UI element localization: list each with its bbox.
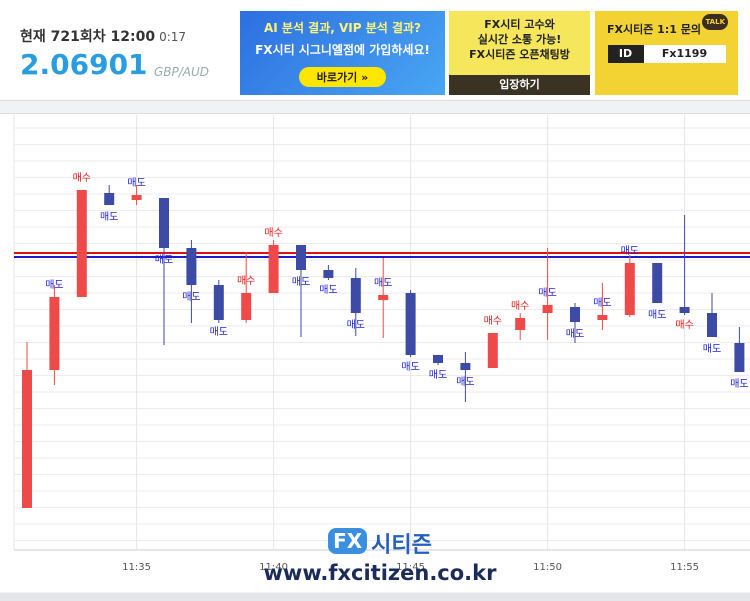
banner-button[interactable]: 바로가기 » (298, 67, 387, 87)
banner-text: AI 분석 결과, VIP 분석 결과? (263, 21, 422, 35)
footer-bar (0, 593, 750, 601)
candle-body (460, 363, 471, 370)
round-text: 현재 721회차 12:00 (20, 29, 156, 45)
signal-label: 매수 (237, 275, 255, 287)
x-tick-label: 11:50 (533, 562, 562, 573)
pair: GBP/AUD (154, 65, 210, 79)
talk-badge: TALK (702, 14, 728, 30)
candle-body (186, 248, 197, 285)
banner-text: FX시티 시그니엘점에 가입하세요! (255, 43, 430, 57)
candle-body (679, 307, 690, 313)
candle-body (597, 315, 608, 320)
price: 2.06901 (20, 48, 148, 81)
signal-label: 매도 (292, 276, 310, 288)
watermark: FX 시티즌 www.fxcitizen.co.kr (240, 527, 520, 585)
candle-body (268, 245, 279, 293)
candle-body (570, 307, 580, 322)
candle-body (131, 195, 142, 200)
candle-body (624, 263, 635, 315)
banner-text: 실시간 소통 가능! (477, 33, 562, 46)
signal-label: 매도 (538, 287, 556, 299)
signal-label: 매수 (73, 172, 91, 184)
id-value: Fx1199 (643, 45, 726, 63)
candle-body (707, 313, 717, 337)
signal-label: 매도 (566, 328, 584, 340)
signal-label: 매도 (374, 277, 392, 289)
candle-body (433, 355, 443, 363)
watermark-logo: FX (328, 527, 368, 554)
signal-label: 매도 (45, 279, 63, 291)
signal-label: 매도 (127, 177, 145, 189)
signal-label: 매도 (456, 376, 474, 388)
x-tick-label: 11:40 (259, 562, 288, 573)
candle-body (350, 278, 361, 313)
signal-label: 매도 (648, 309, 666, 321)
candle-body (159, 198, 169, 248)
signal-label: 매수 (511, 300, 529, 312)
signal-label: 매도 (347, 319, 365, 331)
candle-body (49, 297, 60, 370)
candle-body (241, 293, 252, 320)
banner-text: FX시티즌 오픈채팅방 (469, 48, 570, 61)
signal-label: 매도 (155, 254, 173, 266)
chart-box (0, 113, 750, 592)
banner[interactable]: FX시티 고수와 실시간 소통 가능! FX시티즌 오픈채팅방 입장하기 (449, 11, 590, 95)
candle-body (542, 305, 553, 313)
candle-body (296, 245, 306, 270)
candle-body (213, 285, 224, 320)
signal-label: 매도 (210, 326, 228, 338)
watermark-url: www.fxcitizen.co.kr (263, 561, 497, 585)
signal-label: 매도 (319, 284, 337, 296)
candle-body (76, 190, 87, 297)
x-tick-label: 11:55 (670, 562, 699, 573)
banner-button[interactable]: 입장하기 (449, 75, 590, 95)
candle-body (104, 193, 115, 205)
round: 현재 721회차 12:00 0:17 (20, 26, 186, 46)
signal-label: 매도 (593, 297, 611, 309)
candle-body (22, 370, 32, 508)
signal-label: 매도 (730, 378, 748, 390)
signal-label: 매도 (100, 211, 118, 223)
signal-label: 매수 (675, 319, 693, 331)
candle-body (405, 293, 416, 355)
candle-body (323, 270, 334, 278)
candle-body (652, 263, 663, 303)
x-tick-label: 11:35 (122, 562, 151, 573)
banner-text: FX시티 고수와 (484, 18, 555, 31)
signal-label: 매수 (484, 315, 502, 327)
id-label: ID (607, 45, 644, 63)
watermark-name: 시티즌 (371, 533, 432, 558)
header: 현재 721회차 12:00 0:17 2.06901 GBP/AUD AI 분석… (0, 0, 750, 101)
id-box: ID Fx1199 (607, 45, 726, 63)
candle-body (378, 295, 389, 300)
candle-body (515, 318, 526, 330)
signal-label: 매도 (182, 291, 200, 303)
banner[interactable]: AI 분석 결과, VIP 분석 결과? FX시티 시그니엘점에 가입하세요! … (240, 11, 445, 95)
banner[interactable]: FX시티즌 1:1 문의 TALK ID Fx1199 (595, 11, 738, 95)
signal-label: 매도 (429, 369, 447, 381)
candle-body (734, 343, 745, 372)
signal-label: 매도 (401, 361, 419, 373)
signal-label: 매도 (621, 245, 639, 257)
signal-label: 매도 (703, 343, 721, 355)
x-tick-label: 11:45 (396, 562, 425, 573)
banner-text: FX시티즌 1:1 문의 (607, 23, 701, 36)
signal-label: 매수 (264, 227, 282, 239)
candle-body (487, 333, 498, 368)
timer: 0:17 (159, 30, 187, 44)
